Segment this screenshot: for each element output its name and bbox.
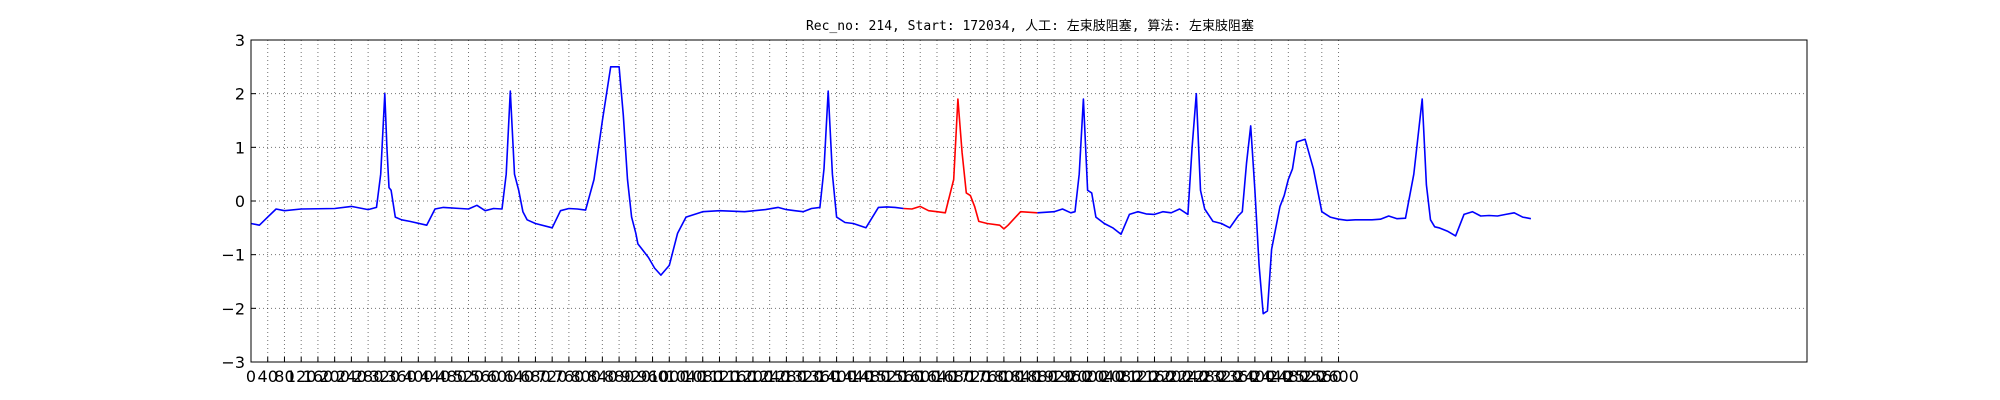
- y-tick-label: 1: [235, 138, 245, 157]
- x-tick-label: 120: [286, 367, 317, 386]
- x-tick-label: 1720: [950, 367, 991, 386]
- series-line-3: [1037, 92, 1532, 315]
- x-tick-label: 1560: [883, 367, 924, 386]
- x-tick-label: 440: [420, 367, 451, 386]
- x-tick-label: 1280: [766, 367, 807, 386]
- x-tick-label: 280: [353, 367, 384, 386]
- y-tick-label: −3: [221, 353, 245, 372]
- x-tick-label: 1160: [716, 367, 757, 386]
- series-layer: [250, 66, 1532, 315]
- x-tick-label: 1880: [1017, 367, 1058, 386]
- x-tick-label: 1680: [933, 367, 974, 386]
- x-tick-label: 1240: [749, 367, 790, 386]
- x-tick-label: 2080: [1101, 367, 1142, 386]
- grid-lines: [251, 40, 1807, 362]
- x-tick-label: 0: [246, 367, 256, 386]
- x-tick-label: 360: [386, 367, 417, 386]
- y-tick-label: 0: [235, 192, 245, 211]
- series-line-2: [903, 98, 1038, 230]
- x-tick-label: 2320: [1201, 367, 1242, 386]
- x-tick-label: 1800: [984, 367, 1025, 386]
- series-line-1: [250, 66, 904, 276]
- x-tick-label: 2000: [1067, 367, 1108, 386]
- x-tick-label: 1120: [699, 367, 740, 386]
- x-tick-label: 1640: [917, 367, 958, 386]
- y-axis-ticks: 3 2 1 0 −1 −2 −3: [221, 31, 256, 372]
- x-tick-label: 40: [258, 367, 278, 386]
- x-tick-label: 1760: [967, 367, 1008, 386]
- x-tick-label: 2480: [1268, 367, 1309, 386]
- x-tick-label: 320: [370, 367, 401, 386]
- x-tick-label: 1600: [900, 367, 941, 386]
- y-tick-label: −2: [221, 299, 245, 318]
- x-tick-label: 920: [621, 367, 652, 386]
- x-tick-label: 960: [637, 367, 668, 386]
- x-tick-label: 1360: [800, 367, 841, 386]
- x-axis-ticks: 0 408012016020024028032036040044048052056…: [246, 357, 1359, 386]
- x-tick-label: 800: [570, 367, 601, 386]
- x-tick-label: 1480: [850, 367, 891, 386]
- x-tick-label: 1040: [666, 367, 707, 386]
- x-tick-label: 1840: [1000, 367, 1041, 386]
- x-tick-label: 1440: [833, 367, 874, 386]
- x-tick-label: 640: [503, 367, 534, 386]
- x-tick-label: 2120: [1117, 367, 1158, 386]
- chart-title: Rec_no: 214, Start: 172034, 人工: 左束肢阻塞, 算…: [806, 18, 1254, 34]
- x-tick-label: 1400: [816, 367, 857, 386]
- x-tick-label: 1520: [866, 367, 907, 386]
- x-tick-label: 2280: [1184, 367, 1225, 386]
- x-tick-label: 2200: [1151, 367, 1192, 386]
- x-tick-label: 1080: [682, 367, 723, 386]
- x-tick-label: 560: [470, 367, 501, 386]
- x-tick-label: 1200: [733, 367, 774, 386]
- plot-frame: [250, 39, 1808, 363]
- x-tick-label: 760: [554, 367, 585, 386]
- x-tick-label: 840: [587, 367, 618, 386]
- x-tick-label: 2160: [1134, 367, 1175, 386]
- x-tick-label: 2560: [1301, 367, 1342, 386]
- x-tick-label: 520: [453, 367, 484, 386]
- x-tick-label: 480: [437, 367, 468, 386]
- x-tick-label: 80: [274, 367, 294, 386]
- x-tick-label: 2360: [1218, 367, 1259, 386]
- y-tick-label: −1: [221, 246, 245, 265]
- x-tick-label: 1960: [1050, 367, 1091, 386]
- x-tick-label: 1320: [783, 367, 824, 386]
- x-tick-label: 400: [403, 367, 434, 386]
- x-tick-label: 600: [487, 367, 518, 386]
- x-tick-label: 2400: [1235, 367, 1276, 386]
- x-tick-label: 240: [336, 367, 367, 386]
- x-tick-label: 2440: [1251, 367, 1292, 386]
- x-tick-label: 2240: [1168, 367, 1209, 386]
- x-tick-label: 200: [319, 367, 350, 386]
- x-tick-label: 880: [604, 367, 635, 386]
- x-tick-label: 680: [520, 367, 551, 386]
- x-tick-label: 160: [303, 367, 334, 386]
- x-tick-label: 2520: [1285, 367, 1326, 386]
- x-tick-label: 2040: [1084, 367, 1125, 386]
- x-tick-label: 2600: [1318, 367, 1359, 386]
- y-tick-label: 3: [235, 31, 245, 50]
- y-tick-label: 2: [235, 85, 245, 104]
- x-tick-label: 720: [537, 367, 568, 386]
- x-tick-label: 1000: [649, 367, 690, 386]
- x-tick-label: 1920: [1034, 367, 1075, 386]
